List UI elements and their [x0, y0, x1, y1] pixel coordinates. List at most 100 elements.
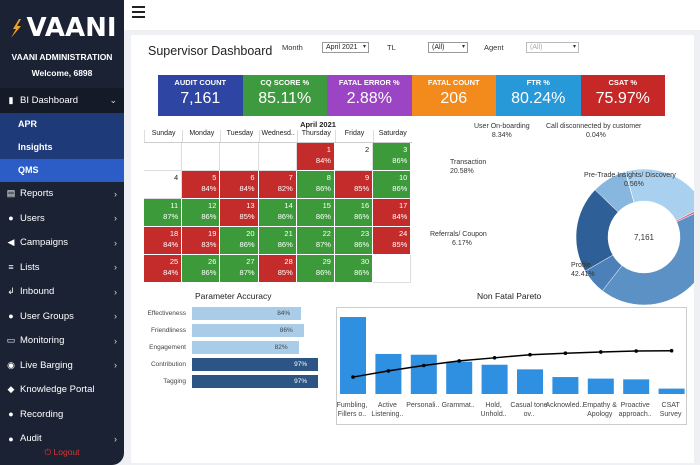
calendar-day-cell: 13 85% [220, 199, 259, 227]
donut-chart: 7,161 User On-boarding 8.34% Call discon… [418, 119, 700, 315]
calendar-day-cell: 4 [144, 171, 183, 199]
calendar-day-cell: 26 86% [182, 255, 221, 283]
sidebar-item-live-barging[interactable]: ◉ Live Barging › [0, 353, 124, 378]
sidebar-item-knowledge-portal[interactable]: ◆ Knowledge Portal [0, 378, 124, 403]
agent-select-value: (All) [530, 44, 543, 51]
calendar-day-number: 19 [208, 229, 217, 238]
sidebar-item-campaigns[interactable]: ◀ Campaigns › [0, 231, 124, 256]
logout-label: Logout [53, 447, 80, 457]
calendar-day-cell: 5 84% [182, 171, 221, 199]
parameter-row: Tagging 97% [136, 375, 319, 389]
pareto-chart [336, 307, 687, 425]
calendar-day-value: 86% [392, 184, 408, 193]
agent-select[interactable]: (All) ▾ [526, 42, 579, 53]
sidebar-item-audit[interactable]: ● Audit › [0, 427, 124, 452]
calendar-day-value: 86% [315, 268, 331, 277]
hamburger-menu-icon[interactable] [132, 6, 145, 21]
calendar-day-number: 13 [246, 201, 255, 210]
sidebar-item-label: Lists [20, 261, 40, 273]
calendar-day-value: 84% [392, 212, 408, 221]
calendar-day-number: 11 [170, 201, 179, 210]
sidebar-item-lists[interactable]: ≡ Lists › [0, 255, 124, 280]
kpi-label: CSAT % [608, 78, 638, 87]
monitor-icon: ▭ [6, 335, 16, 346]
calendar-day-number: 1 [326, 145, 331, 154]
tl-select[interactable]: (All) ▾ [428, 42, 468, 53]
pareto-x-label: Acknowled.. [545, 402, 584, 409]
pareto-bar [552, 377, 579, 394]
sidebar: VAANI VAANI ADMINISTRATION Welcome, 6898… [0, 0, 124, 465]
slice-pct: 0.56% [624, 181, 644, 188]
welcome-text: Welcome, 6898 [31, 68, 93, 78]
pareto-svg [340, 317, 685, 394]
calendar-day-cell: 11 87% [144, 199, 183, 227]
logout-link[interactable]: ⏻ Logout [0, 447, 124, 458]
pareto-x-label: Active Listening.. [371, 402, 404, 418]
month-select-value: April 2021 [326, 44, 358, 51]
chevron-right-icon: › [114, 237, 117, 248]
pareto-point [457, 359, 461, 363]
calendar-day-number: 5 [212, 173, 217, 182]
calendar-weekday: Saturday [373, 130, 411, 142]
sidebar-subitem-qms[interactable]: QMS [0, 158, 124, 182]
sidebar-subitem-insights[interactable]: Insights [0, 135, 124, 159]
kpi-value: 7,161 [180, 90, 221, 107]
pareto-bar [587, 378, 614, 394]
pareto-point [351, 375, 355, 379]
kpi-value: 2.88% [346, 90, 392, 107]
calendar-day-value: 86% [315, 184, 331, 193]
logo-icon [11, 19, 22, 38]
sidebar-nav: ▮ BI Dashboard ⌄ APR Insights QMS ▤ Repo… [0, 88, 124, 451]
parameter-bar [192, 341, 299, 354]
calendar-day-value: 84% [315, 156, 331, 165]
users-icon: ● [8, 311, 14, 322]
calendar-day-cell: 15 86% [296, 199, 335, 227]
month-select[interactable]: April 2021 ▾ [322, 42, 369, 53]
sidebar-item-inbound[interactable]: ↲ Inbound › [0, 280, 124, 305]
pareto-bar [340, 317, 366, 394]
calendar-day-number: 10 [398, 173, 408, 182]
calendar-day-number: 8 [326, 173, 331, 182]
sidebar-item-users[interactable]: ● Users › [0, 206, 124, 231]
chevron-right-icon: › [114, 311, 117, 322]
kpi-value: 206 [440, 90, 468, 107]
calendar-day-number: 15 [322, 201, 331, 210]
calendar-day-value: 86% [277, 212, 293, 221]
calendar-day-cell [144, 143, 183, 171]
sidebar-item-recording[interactable]: ● Recording [0, 402, 124, 427]
sidebar-subitem-apr[interactable]: APR [0, 112, 124, 136]
donut-slice [602, 210, 700, 306]
pareto-point [599, 350, 603, 354]
calendar-day-number: 28 [284, 257, 293, 266]
sidebar-item-label: Reports [20, 188, 54, 200]
agent-filter-label: Agent [484, 43, 504, 52]
sidebar-item-bi-dashboard[interactable]: ▮ BI Dashboard ⌄ [0, 88, 124, 113]
sidebar-item-user-groups[interactable]: ● User Groups › [0, 304, 124, 329]
pareto-bar [481, 364, 508, 394]
calendar-day-value: 84% [239, 184, 255, 193]
pareto-point [386, 369, 391, 373]
calendar-day-value: 86% [354, 212, 370, 221]
calendar-day-number: 3 [403, 145, 408, 154]
calendar-day-cell: 25 84% [144, 255, 183, 283]
chevron-right-icon: › [114, 335, 117, 346]
parameter-label: Effectiveness [147, 310, 186, 317]
chevron-right-icon: › [114, 213, 117, 224]
slice-label: Pre-Trade Insights/ Discovery [584, 172, 676, 179]
user-icon: ● [8, 213, 14, 224]
sidebar-item-reports[interactable]: ▤ Reports › [0, 182, 124, 207]
calendar-day-number: 16 [360, 201, 370, 210]
calendar-day-value: 82% [277, 184, 293, 193]
sidebar-item-monitoring[interactable]: ▭ Monitoring › [0, 329, 124, 354]
calendar-day-cell: 28 85% [258, 255, 297, 283]
chevron-right-icon: › [114, 262, 117, 273]
donut-label-call-disconnected: Call disconnected by customer 0.04% [546, 122, 641, 140]
top-bar [124, 0, 700, 30]
calendar-day-number: 4 [174, 173, 179, 182]
calendar-day-cell: 19 83% [182, 227, 221, 255]
slice-label: Transaction [450, 159, 487, 166]
calendar-day-number: 29 [322, 257, 331, 266]
month-filter-label: Month [282, 43, 303, 52]
report-icon: ▤ [6, 188, 16, 199]
calendar-day-cell: 29 86% [296, 255, 335, 283]
